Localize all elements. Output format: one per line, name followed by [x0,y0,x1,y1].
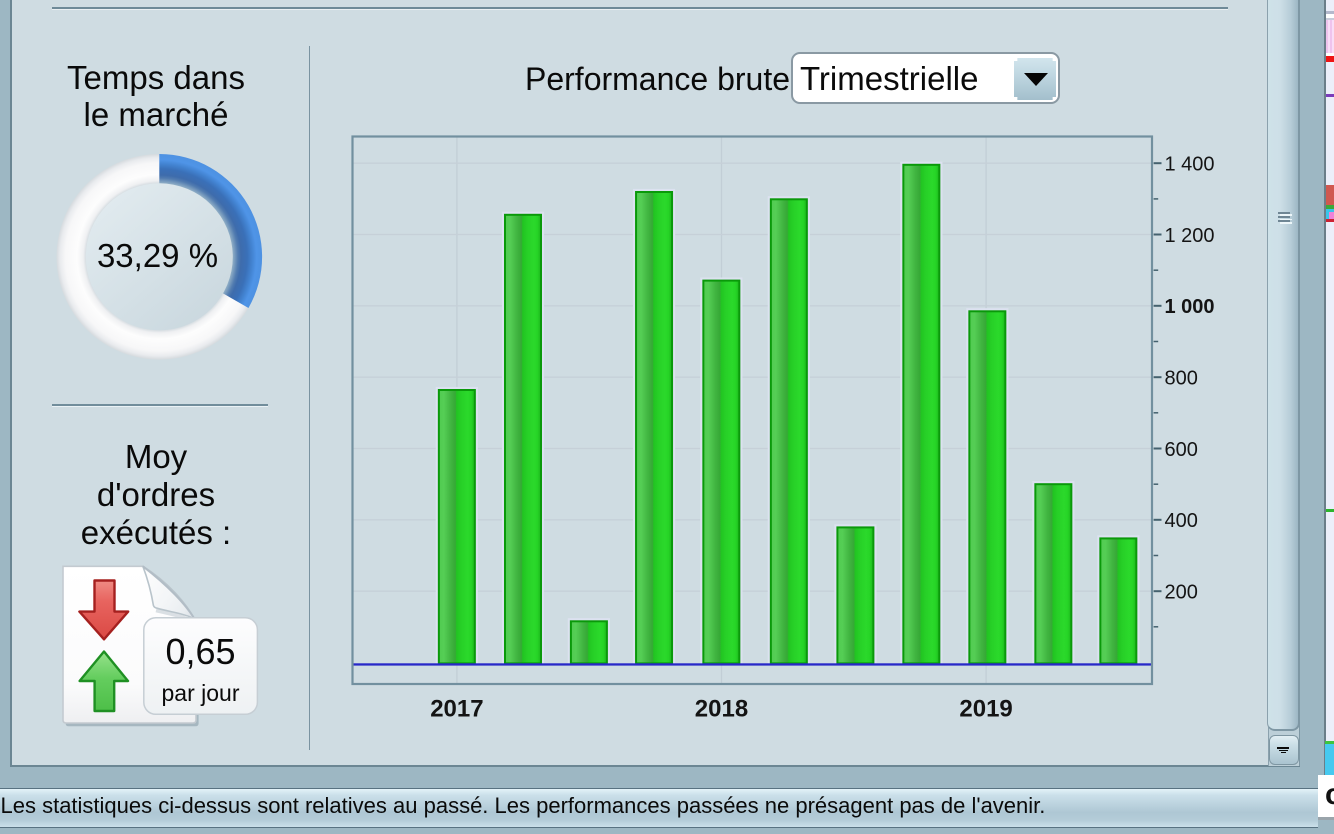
svg-text:1 200: 1 200 [1165,225,1215,247]
svg-text:1 400: 1 400 [1165,154,1215,176]
svg-text:1 000: 1 000 [1165,296,1215,318]
svg-text:400: 400 [1165,510,1198,532]
svg-text:2019: 2019 [959,696,1012,723]
svg-text:200: 200 [1165,582,1198,604]
svg-text:2017: 2017 [430,696,483,723]
svg-text:600: 600 [1165,439,1198,461]
svg-text:2018: 2018 [695,696,748,723]
svg-text:800: 800 [1165,368,1198,390]
